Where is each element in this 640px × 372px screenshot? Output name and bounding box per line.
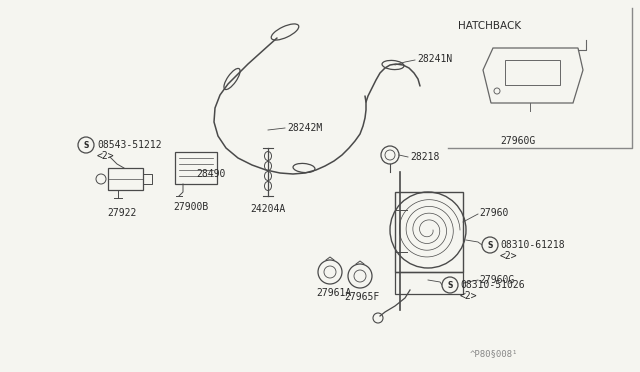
Text: ^P80§008¹: ^P80§008¹ [470, 349, 518, 358]
Text: 27965F: 27965F [344, 292, 380, 302]
Text: 27900B: 27900B [173, 202, 208, 212]
Text: 28241N: 28241N [417, 54, 452, 64]
Bar [108, 168, 143, 190]
Text: <2>: <2> [500, 251, 518, 261]
Bar [395, 272, 463, 294]
Text: S: S [447, 280, 452, 289]
Text: HATCHBACK: HATCHBACK [458, 21, 521, 31]
Text: 27960: 27960 [479, 208, 508, 218]
Text: 28218: 28218 [410, 152, 440, 162]
Text: 27922: 27922 [107, 208, 136, 218]
Text: 08310-61218: 08310-61218 [500, 240, 564, 250]
Circle shape [78, 137, 94, 153]
Circle shape [482, 237, 498, 253]
Text: 27961A: 27961A [316, 288, 351, 298]
Bar [395, 192, 463, 272]
Text: 27960G: 27960G [479, 275, 515, 285]
Text: S: S [83, 141, 89, 150]
Text: 08310-51026: 08310-51026 [460, 280, 525, 290]
Text: 28490: 28490 [196, 169, 225, 179]
Text: 27960G: 27960G [500, 136, 535, 146]
Text: <2>: <2> [460, 291, 477, 301]
Text: 28242M: 28242M [287, 123, 323, 133]
Bar [505, 60, 560, 85]
Text: S: S [487, 241, 493, 250]
Text: <2>: <2> [97, 151, 115, 161]
Text: 08543-51212: 08543-51212 [97, 140, 162, 150]
Circle shape [442, 277, 458, 293]
Text: 24204A: 24204A [250, 204, 285, 214]
Bar [175, 152, 217, 184]
